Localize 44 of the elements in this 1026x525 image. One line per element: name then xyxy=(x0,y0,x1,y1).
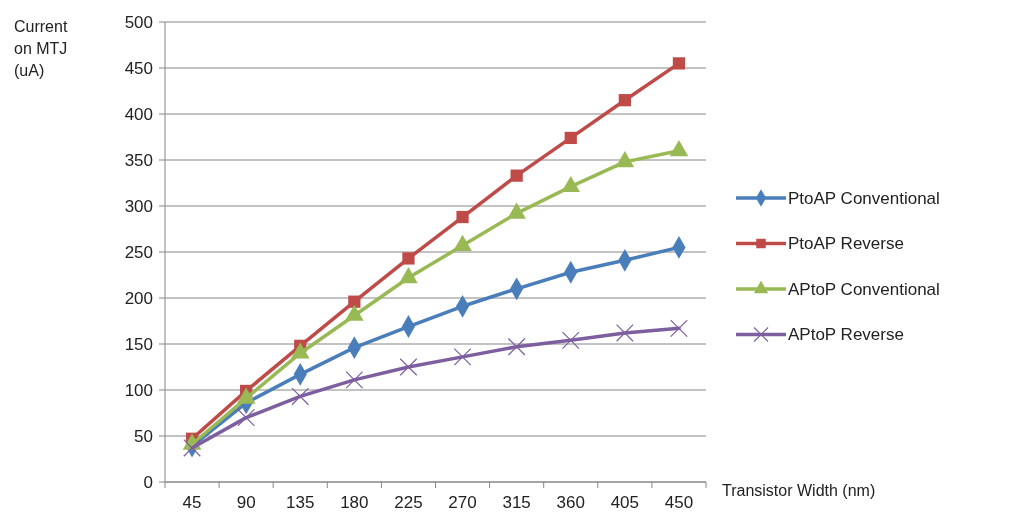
point xyxy=(507,337,526,356)
y-tick-label: 350 xyxy=(124,150,153,170)
point xyxy=(615,324,634,342)
point xyxy=(564,131,577,145)
y-tick-label: 0 xyxy=(143,472,153,492)
y-axis-title: Current on MTJ (uA) xyxy=(14,18,68,79)
y-tick-label: 450 xyxy=(124,58,153,78)
legend-label: APtoP Conventional xyxy=(788,279,940,299)
point xyxy=(670,319,688,338)
point xyxy=(453,348,472,366)
x-tick-label: 405 xyxy=(610,493,640,512)
y-tick-label: 500 xyxy=(124,12,153,32)
point xyxy=(402,252,415,265)
x-tick-label: 180 xyxy=(340,493,369,512)
y-tick-label: 300 xyxy=(124,196,153,216)
x-tick-label: 45 xyxy=(182,493,202,512)
y-tick-label: 250 xyxy=(124,242,153,262)
point xyxy=(348,295,361,308)
y-tick-label: 400 xyxy=(124,104,153,124)
y-tick-label: 100 xyxy=(124,380,153,400)
y-tick-label: 200 xyxy=(124,288,153,308)
point xyxy=(510,169,523,182)
point xyxy=(561,331,580,350)
x-axis-title: Transistor Width (nm) xyxy=(722,482,876,499)
point xyxy=(456,210,469,224)
point xyxy=(183,439,201,457)
point xyxy=(672,57,686,70)
y-tick-label: 150 xyxy=(124,334,153,354)
legend-label: APtoP Reverse xyxy=(788,325,904,345)
legend-label: PtoAP Reverse xyxy=(788,234,904,254)
point xyxy=(399,358,418,376)
x-tick-label: 450 xyxy=(664,493,694,512)
x-tick-label: 270 xyxy=(448,493,477,512)
y-tick-label: 50 xyxy=(134,426,153,446)
point xyxy=(291,387,310,406)
legend-label: PtoAP Conventional xyxy=(788,188,940,208)
x-tick-label: 360 xyxy=(556,493,585,512)
point xyxy=(345,371,364,389)
point xyxy=(237,408,256,427)
x-tick-label: 90 xyxy=(236,493,256,512)
x-tick-label: 135 xyxy=(286,493,315,512)
x-tick-label: 225 xyxy=(394,493,423,512)
x-tick-label: 315 xyxy=(502,493,531,512)
point xyxy=(618,94,631,107)
